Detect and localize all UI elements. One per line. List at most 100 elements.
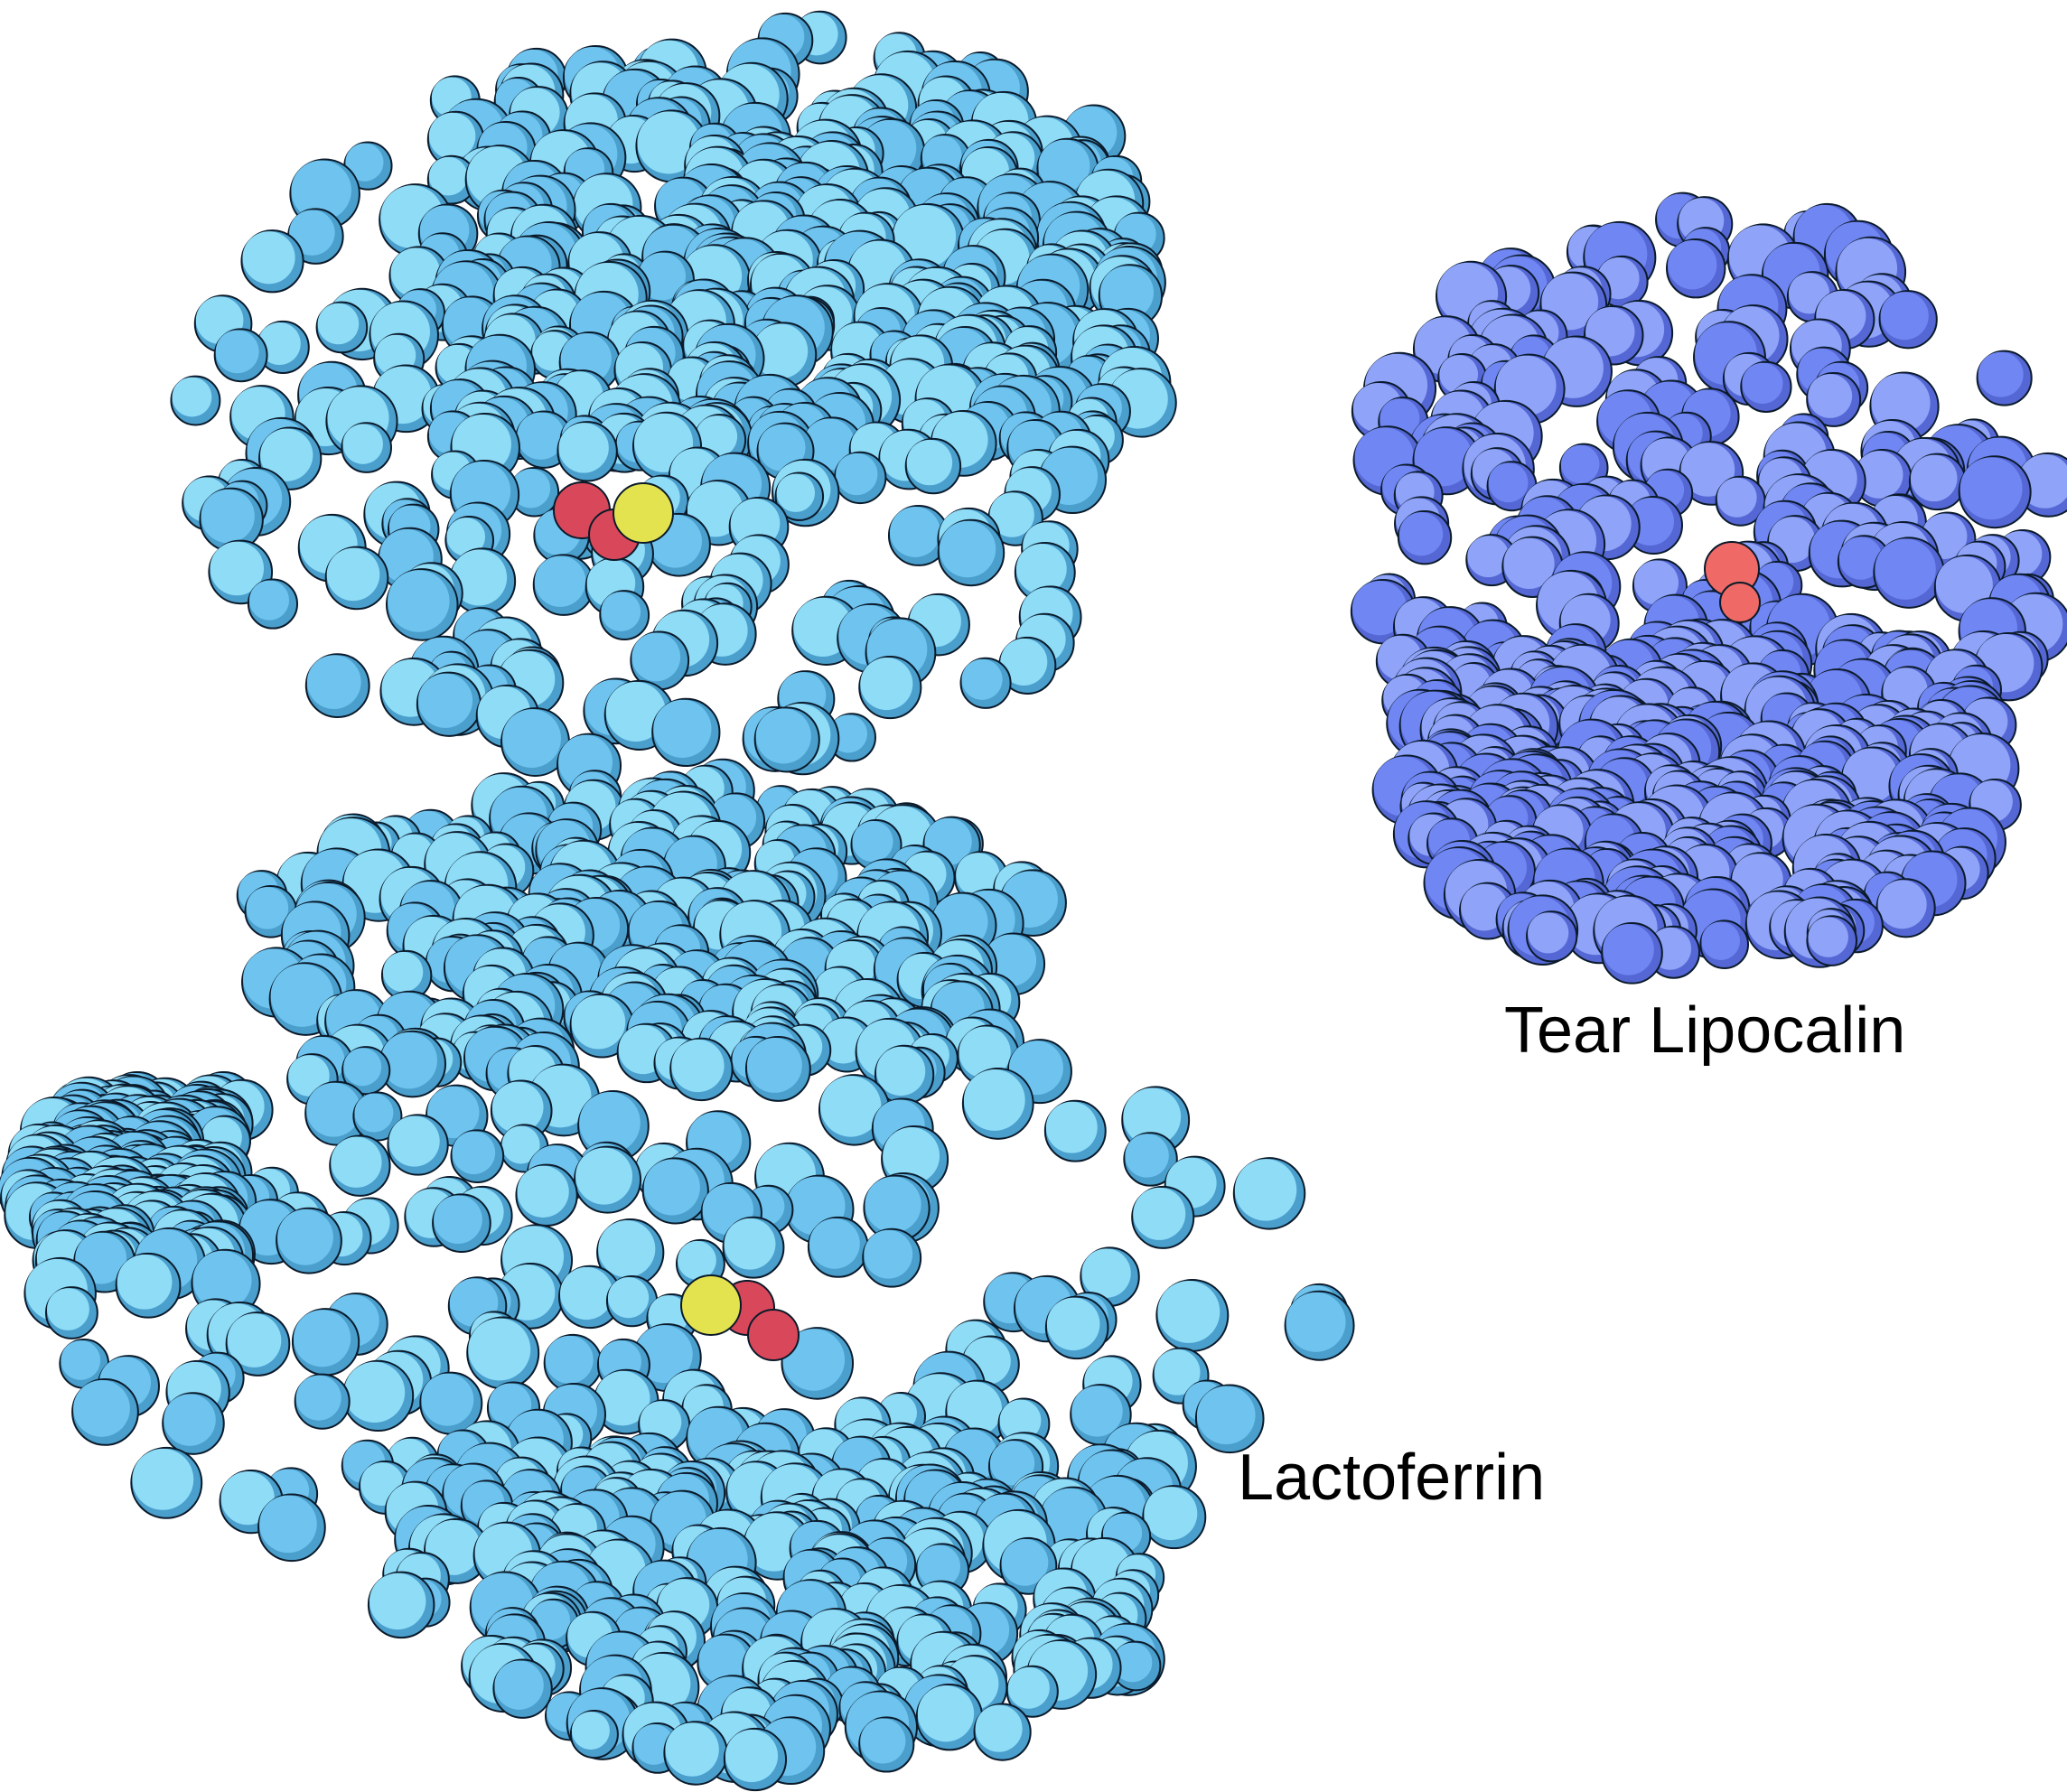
atom-sphere-face bbox=[1561, 445, 1600, 484]
atom-sphere-face bbox=[747, 1038, 802, 1093]
atom-sphere-face bbox=[1878, 880, 1927, 929]
atom-sphere-face bbox=[608, 1277, 649, 1318]
atom-sphere-face bbox=[1399, 512, 1443, 555]
atom-sphere-face bbox=[976, 1705, 1023, 1752]
atom-sphere-face bbox=[864, 1230, 912, 1279]
atom-sphere-face bbox=[1911, 455, 1958, 502]
atom-sphere-face bbox=[1528, 912, 1568, 953]
iron-atom bbox=[613, 483, 673, 543]
lipocalin-ligand bbox=[1720, 583, 1760, 622]
atom-sphere-face bbox=[572, 1712, 610, 1750]
atom-sphere-face bbox=[777, 473, 815, 511]
atom-sphere-face bbox=[852, 821, 893, 862]
atom-sphere-face bbox=[517, 1166, 568, 1218]
atom-sphere-face bbox=[1701, 921, 1740, 960]
atom-sphere-face bbox=[876, 1047, 925, 1096]
tear-lipocalin-label: Tear Lipocalin bbox=[1504, 998, 1905, 1063]
atom-sphere-face bbox=[1197, 1386, 1256, 1444]
atom-sphere-face bbox=[388, 1115, 439, 1166]
lactoferrin-molecule bbox=[0, 12, 1354, 1790]
atom-sphere-face bbox=[259, 1495, 317, 1553]
atom-sphere-face bbox=[1808, 917, 1848, 957]
lactoferrin-label: Lactoferrin bbox=[1238, 1445, 1545, 1510]
atom-sphere-face bbox=[678, 1241, 716, 1280]
atom-sphere-face bbox=[964, 1069, 1025, 1131]
atom-sphere-face bbox=[380, 1032, 437, 1089]
atom-sphere-face bbox=[249, 581, 289, 621]
atom-sphere-face bbox=[962, 659, 1003, 700]
atom-sphere-face bbox=[907, 440, 952, 485]
atom-sphere-face bbox=[1157, 1281, 1220, 1343]
atom-sphere-face bbox=[809, 1218, 860, 1269]
atom-sphere-face bbox=[1071, 1386, 1122, 1436]
atom-sphere-face bbox=[644, 1159, 700, 1215]
atom-sphere-face bbox=[940, 521, 996, 577]
atom-sphere-face bbox=[1125, 1134, 1168, 1177]
atom-sphere-face bbox=[1881, 292, 1929, 340]
atom-sphere-face bbox=[575, 1148, 632, 1205]
atom-sphere-face bbox=[601, 592, 641, 631]
atom-sphere-face bbox=[756, 708, 811, 763]
atom-sphere-face bbox=[307, 655, 361, 709]
atom-sphere-face bbox=[429, 113, 476, 160]
atom-sphere-face bbox=[1081, 1248, 1130, 1297]
atom-sphere-face bbox=[327, 548, 380, 602]
atom-sphere-face bbox=[434, 1195, 482, 1244]
atom-sphere-face bbox=[1286, 1293, 1346, 1352]
atom-sphere-face bbox=[201, 490, 254, 543]
atom-sphere-face bbox=[61, 1340, 100, 1380]
atom-sphere-face bbox=[117, 1255, 173, 1310]
atom-sphere-face bbox=[342, 424, 383, 464]
atom-sphere-face bbox=[502, 709, 561, 768]
atom-sphere-face bbox=[1742, 363, 1782, 404]
atom-sphere-face bbox=[1235, 1159, 1296, 1220]
atom-sphere-face bbox=[598, 1220, 655, 1277]
atom-sphere-face bbox=[890, 507, 940, 557]
atom-sphere-face bbox=[860, 1718, 905, 1763]
atom-sphere-face bbox=[1717, 478, 1757, 518]
atom-sphere-face bbox=[331, 1137, 381, 1188]
atom-sphere-face bbox=[1133, 1188, 1185, 1240]
atom-sphere-face bbox=[164, 1394, 216, 1446]
atom-sphere-face bbox=[354, 1094, 393, 1133]
atom-sphere-face bbox=[277, 1209, 333, 1265]
atom-sphere-face bbox=[1875, 538, 1935, 599]
atom-sphere-face bbox=[665, 1722, 718, 1776]
atom-sphere-face bbox=[1603, 924, 1654, 975]
atom-sphere-face bbox=[383, 952, 423, 992]
atom-sphere-face bbox=[306, 1083, 360, 1137]
atom-sphere-face bbox=[132, 1449, 193, 1510]
atom-sphere-face bbox=[296, 1376, 341, 1421]
atom-sphere-face bbox=[725, 1730, 778, 1782]
atom-sphere-face bbox=[1668, 240, 1716, 289]
atom-sphere-face bbox=[494, 1661, 543, 1710]
atom-sphere-face bbox=[388, 570, 450, 632]
atom-sphere-face bbox=[343, 1048, 381, 1086]
atom-sphere-face bbox=[1960, 457, 2023, 519]
atom-sphere-face bbox=[172, 378, 211, 417]
atom-sphere-face bbox=[318, 303, 360, 345]
atom-sphere-face bbox=[865, 1177, 921, 1233]
atom-sphere-face bbox=[836, 453, 877, 495]
atom-sphere-face bbox=[247, 887, 289, 929]
atom-sphere-face bbox=[560, 1267, 613, 1320]
atom-sphere-face bbox=[558, 423, 608, 472]
atom-sphere-face bbox=[572, 995, 626, 1050]
atom-sphere-face bbox=[1489, 462, 1529, 502]
tear-lipocalin-molecule bbox=[1352, 193, 2067, 984]
atom-sphere-face bbox=[1046, 1102, 1098, 1153]
atom-sphere-face bbox=[1808, 374, 1852, 418]
atom-sphere-face bbox=[242, 231, 295, 284]
atom-sphere-face bbox=[452, 1131, 495, 1174]
atom-sphere-face bbox=[344, 1362, 405, 1423]
atom-sphere-face bbox=[535, 555, 586, 607]
atom-sphere-face bbox=[294, 1310, 351, 1367]
atom-sphere-face bbox=[1016, 544, 1067, 594]
atom-sphere-face bbox=[421, 1374, 473, 1426]
atom-sphere-face bbox=[1047, 1298, 1100, 1351]
atom-sphere-face bbox=[631, 632, 680, 681]
atom-sphere-face bbox=[369, 1573, 426, 1630]
atom-sphere-face bbox=[653, 700, 711, 758]
iron-atom bbox=[681, 1275, 741, 1335]
